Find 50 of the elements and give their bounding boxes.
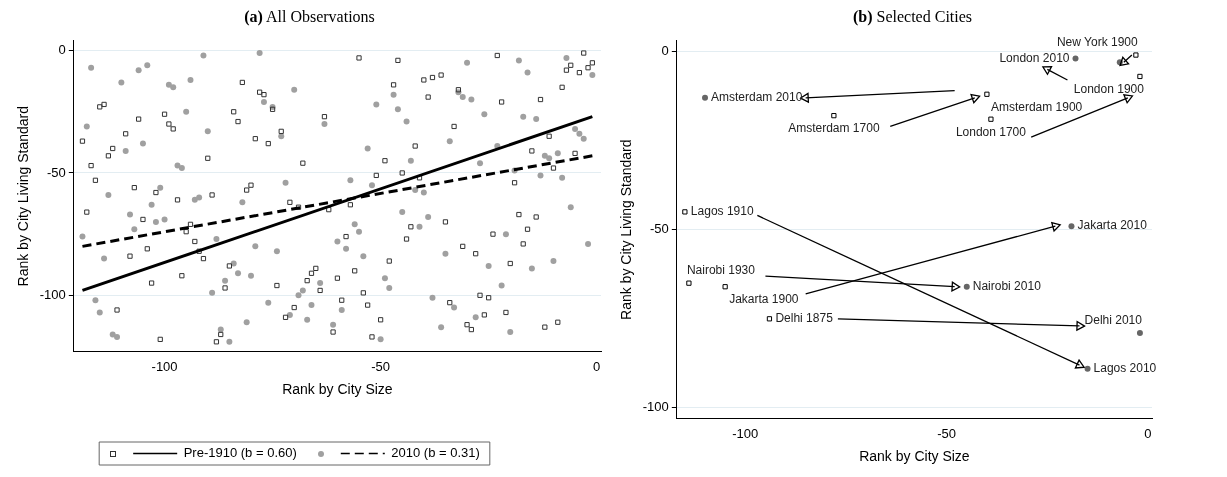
annotation: Delhi 2010	[1084, 313, 1143, 328]
x-tick-label: -50	[371, 358, 391, 374]
annotation: Amsterdam 1700	[788, 120, 880, 135]
point	[682, 209, 688, 215]
annotation: Nairobi 2010	[972, 279, 1042, 294]
annotation: Lagos 1910	[690, 204, 754, 219]
annotation: London 2010	[999, 50, 1070, 65]
x-tick-label: 0	[1144, 425, 1152, 441]
point	[722, 284, 728, 290]
x-axis-title: Rank by City Size	[282, 381, 393, 398]
point	[1136, 330, 1143, 337]
y-axis-title: Rank by City Living Standard	[15, 105, 32, 287]
annotation: Delhi 1875	[775, 311, 834, 326]
point	[1068, 223, 1075, 230]
chart-title: (b) Selected Cities	[852, 8, 973, 25]
point	[963, 283, 970, 290]
y-tick-label: -100	[39, 286, 66, 302]
annotation: Jakarta 1900	[729, 292, 799, 307]
annotation: London 1700	[955, 124, 1027, 139]
point	[988, 116, 994, 122]
chart-title: (a) All Observations	[244, 8, 375, 25]
y-tick-label: -50	[47, 164, 66, 180]
y-tick-label: -100	[642, 399, 669, 415]
annotation: Amsterdam 2010	[711, 90, 803, 105]
point	[984, 91, 990, 97]
y-tick-label: 0	[58, 42, 66, 58]
x-axis-title: Rank by City Size	[859, 448, 970, 465]
point	[1137, 73, 1143, 80]
point	[766, 316, 773, 322]
x-tick-label: -100	[732, 425, 759, 441]
y-tick-label: -50	[650, 221, 669, 237]
legend-label: 2010 (b = 0.31)	[391, 445, 480, 461]
annotation: Amsterdam 1900	[990, 99, 1083, 114]
y-tick-label: 0	[661, 43, 669, 59]
y-axis-title: Rank by City Living Standard	[618, 139, 635, 320]
x-tick-label: -50	[937, 425, 957, 441]
annotation: New York 1900	[1056, 35, 1138, 50]
annotation: Lagos 2010	[1093, 361, 1157, 376]
legend-label: Pre-1910 (b = 0.60)	[183, 445, 297, 461]
point	[831, 113, 837, 119]
point	[1084, 365, 1091, 372]
annotation: London 1900	[1073, 81, 1145, 96]
point	[1133, 52, 1139, 58]
x-tick-label: -100	[151, 358, 178, 374]
point	[686, 280, 692, 286]
point	[702, 94, 709, 101]
point	[1072, 55, 1079, 62]
annotation: Nairobi 1930	[686, 263, 756, 278]
annotation: Jakarta 2010	[1077, 218, 1148, 233]
x-tick-label: 0	[593, 358, 601, 374]
